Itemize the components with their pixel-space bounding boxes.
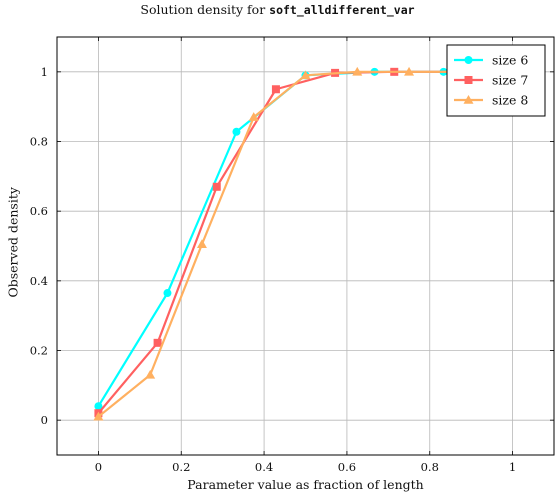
- series-line: [97, 70, 444, 407]
- legend-swatch-marker: [463, 95, 474, 104]
- series-layer: [93, 66, 466, 421]
- data-point: [271, 85, 280, 94]
- data-point: [94, 402, 103, 411]
- series-line: [97, 70, 461, 418]
- data-point: [232, 127, 241, 136]
- legend: size 6 size 7 size 8: [446, 44, 546, 117]
- y-axis-label: Observed density: [5, 187, 21, 298]
- plot-frame: [56, 36, 555, 456]
- chart-title-prefix: Solution density for: [140, 2, 270, 17]
- data-point: [404, 66, 415, 76]
- legend-label: size 7: [492, 73, 528, 88]
- x-tick-label: 0.2: [172, 460, 190, 474]
- legend-item: size 8: [454, 93, 528, 108]
- axis-ticks: 0 0.2 0.4 0.6 0.8 1 0 0.2 0.4 0.6 0.8 1: [30, 37, 554, 474]
- y-tick-label: 0.4: [30, 274, 48, 288]
- legend-label: size 6: [492, 53, 528, 68]
- data-point: [300, 70, 311, 80]
- chart-title-code: soft_alldifferent_var: [269, 3, 415, 17]
- data-point: [248, 112, 259, 121]
- y-tick-label: 1: [41, 65, 48, 79]
- y-tick-label: 0.6: [30, 204, 48, 218]
- y-tick-label: 0: [41, 413, 48, 427]
- x-tick-label: 0.8: [421, 460, 439, 474]
- data-point: [145, 369, 156, 379]
- data-point: [163, 289, 172, 298]
- y-tick-label: 0.8: [30, 135, 48, 149]
- data-point: [352, 66, 363, 76]
- y-tick-label: 0.2: [30, 344, 48, 358]
- series-size-8: [93, 66, 466, 421]
- data-point: [153, 338, 162, 347]
- series-size-6: [94, 67, 448, 411]
- chart-title: Solution density for soft_alldifferent_v…: [0, 2, 555, 17]
- x-tick-label: 0: [95, 460, 102, 474]
- legend-label: size 8: [492, 93, 528, 108]
- x-tick-label: 0.4: [255, 460, 273, 474]
- legend-item: size 6: [454, 53, 528, 68]
- legend-item: size 7: [454, 73, 528, 88]
- series-size-7: [94, 67, 458, 418]
- x-tick-label: 0.6: [338, 460, 356, 474]
- data-point: [93, 411, 104, 421]
- data-point: [196, 239, 207, 249]
- series-line: [97, 70, 454, 414]
- x-tick-label: 1: [509, 460, 516, 474]
- x-axis-label: Parameter value as fraction of length: [187, 477, 424, 492]
- legend-swatch-marker: [464, 56, 473, 64]
- data-point: [212, 182, 221, 191]
- legend-swatch-marker: [464, 76, 473, 84]
